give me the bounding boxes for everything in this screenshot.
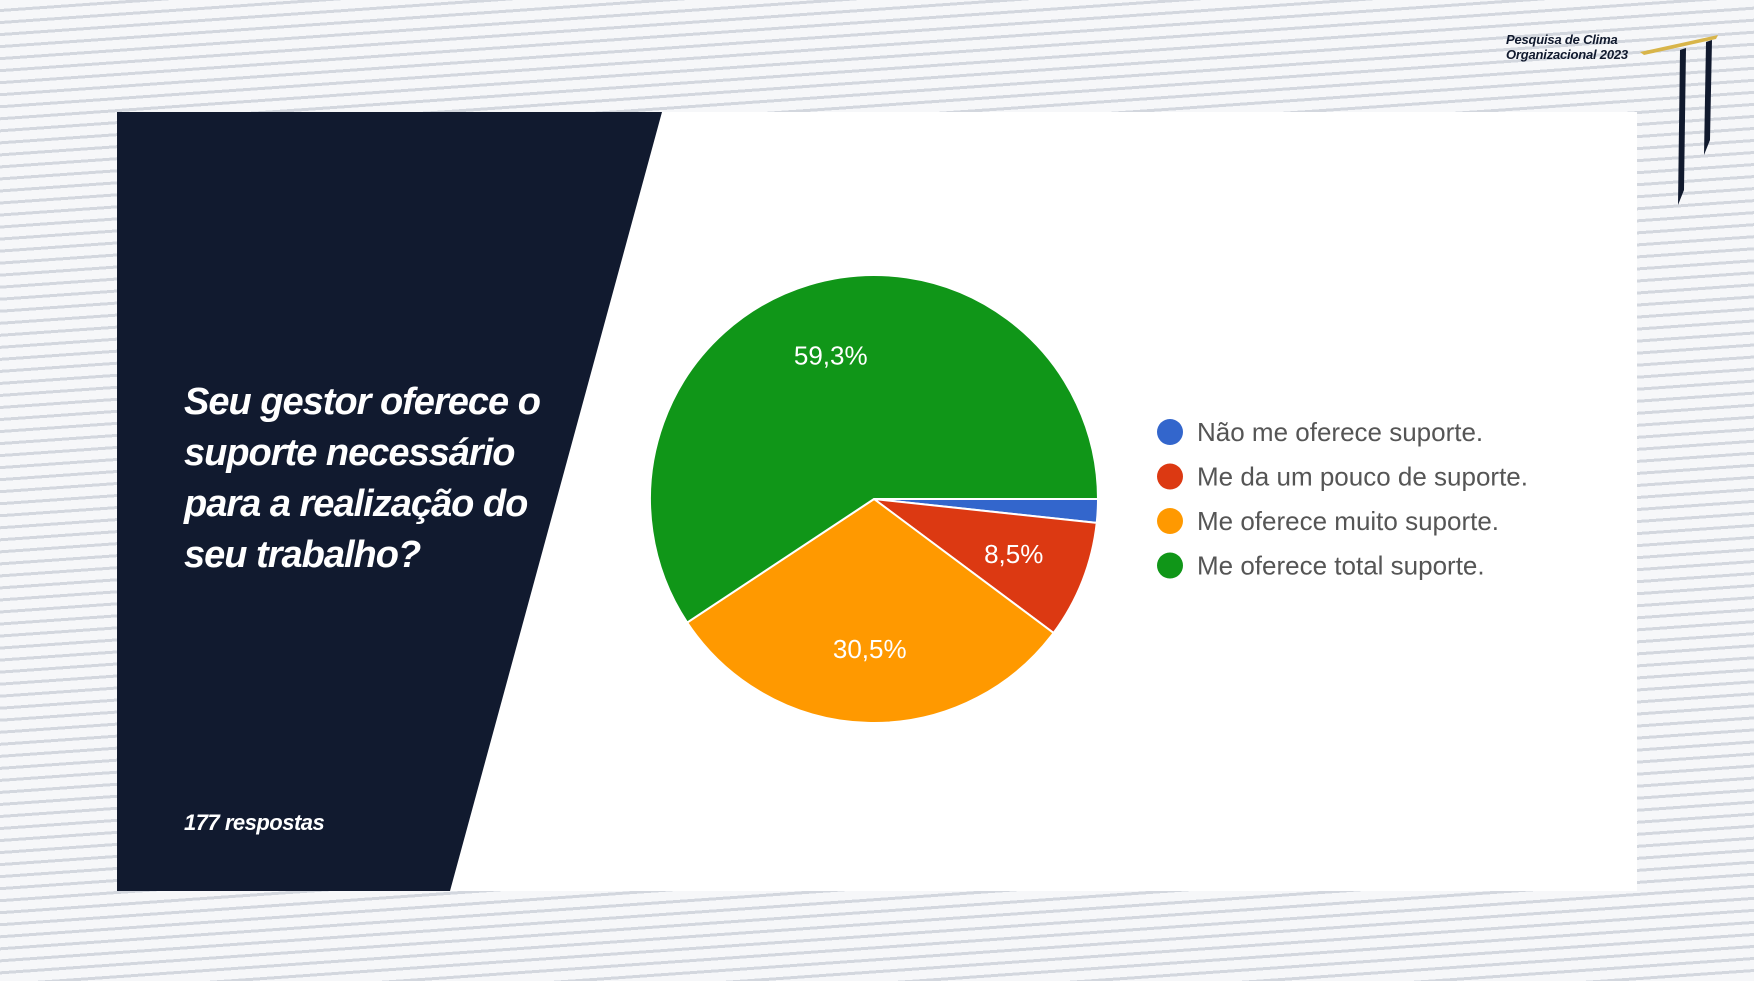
survey-brand: Pesquisa de Clima Organizacional 2023	[1506, 32, 1636, 62]
pie-slice-2	[685, 497, 1055, 725]
legend-label-0: Não me oferece suporte.	[1197, 417, 1483, 447]
legend-label-1: Me da um pouco de suporte.	[1197, 462, 1528, 492]
response-count: 177 respostas	[184, 810, 325, 835]
legend-swatch-1	[1157, 463, 1183, 490]
slide-card: Seu gestor oferece o suporte necessário …	[117, 112, 1637, 891]
slice-value-label-3: 59,3%	[794, 340, 868, 370]
slice-value-label-2: 30,5%	[833, 634, 907, 664]
legend-swatch-2	[1157, 508, 1183, 534]
pie-chart: 8,5% 30,5% 59,3% Não me oferece suporte. Me …	[649, 274, 1528, 725]
legend-swatch-0	[1157, 419, 1183, 445]
legend-swatch-3	[1157, 552, 1183, 579]
legend-label-2: Me oferece muito suporte.	[1197, 506, 1499, 536]
slice-value-label-1: 8,5%	[984, 539, 1043, 569]
pie-slice-1	[870, 497, 1098, 635]
brand-line-1: Pesquisa de Clima	[1506, 32, 1618, 47]
brand-logo-icon	[1640, 35, 1718, 205]
brand-line-2: Organizacional 2023	[1506, 47, 1628, 62]
legend-label-3: Me oferece total suporte.	[1197, 551, 1485, 581]
pie-slice-3	[649, 274, 1100, 624]
question-title: Seu gestor oferece o suporte necessário …	[184, 381, 541, 576]
